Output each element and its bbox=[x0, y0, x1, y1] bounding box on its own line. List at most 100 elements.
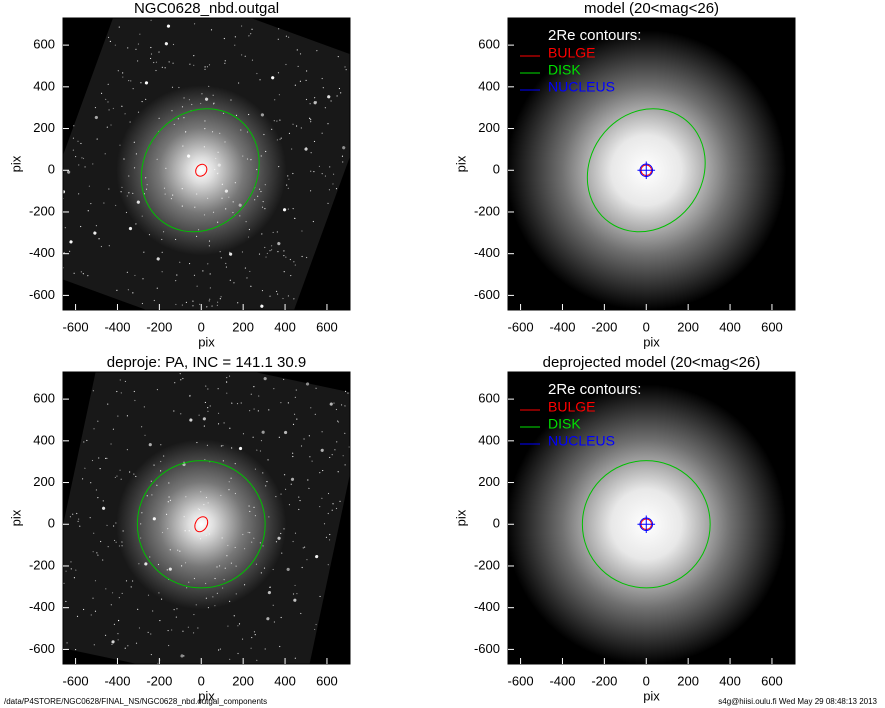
star bbox=[69, 516, 71, 518]
star bbox=[358, 129, 360, 131]
star bbox=[292, 208, 294, 210]
star bbox=[231, 447, 233, 449]
star bbox=[144, 562, 148, 566]
star bbox=[127, 47, 129, 49]
x-tick-label: -400 bbox=[549, 319, 575, 334]
star bbox=[245, 221, 247, 223]
star bbox=[205, 597, 207, 599]
star bbox=[96, 552, 98, 554]
star bbox=[189, 63, 191, 65]
star bbox=[232, 211, 234, 214]
star bbox=[204, 97, 209, 101]
star bbox=[358, 107, 360, 109]
star bbox=[207, 388, 209, 390]
star bbox=[200, 491, 202, 493]
star bbox=[221, 197, 223, 199]
star bbox=[125, 211, 128, 214]
star bbox=[58, 206, 60, 208]
star bbox=[321, 497, 323, 499]
star bbox=[140, 82, 142, 84]
star bbox=[273, 120, 275, 122]
star bbox=[141, 512, 143, 514]
y-axis-label: pix bbox=[453, 155, 468, 172]
star bbox=[106, 457, 108, 459]
star bbox=[209, 298, 211, 300]
star bbox=[198, 509, 201, 511]
star bbox=[310, 407, 312, 409]
star bbox=[214, 168, 216, 171]
star bbox=[271, 245, 273, 247]
y-tick-label: 0 bbox=[493, 516, 500, 531]
star bbox=[254, 199, 256, 201]
y-tick-label: 0 bbox=[48, 516, 55, 531]
star bbox=[243, 548, 246, 550]
star bbox=[267, 459, 269, 461]
star bbox=[119, 469, 121, 471]
star bbox=[82, 157, 85, 160]
star bbox=[277, 536, 281, 540]
star bbox=[293, 413, 296, 415]
star bbox=[314, 97, 316, 99]
star bbox=[180, 379, 182, 381]
star bbox=[225, 262, 227, 265]
star bbox=[229, 427, 231, 429]
star bbox=[277, 241, 281, 246]
star bbox=[248, 228, 251, 231]
star bbox=[80, 225, 82, 228]
star bbox=[332, 183, 334, 185]
star bbox=[84, 166, 86, 168]
star bbox=[290, 477, 295, 481]
star bbox=[185, 131, 187, 133]
star bbox=[271, 679, 272, 680]
star bbox=[308, 435, 310, 437]
star bbox=[116, 475, 118, 477]
star bbox=[263, 377, 267, 381]
star bbox=[222, 460, 224, 462]
star bbox=[292, 452, 294, 454]
star bbox=[254, 515, 257, 517]
star bbox=[183, 655, 185, 657]
star bbox=[65, 600, 67, 603]
star bbox=[104, 634, 107, 636]
star bbox=[75, 155, 77, 158]
star bbox=[73, 125, 75, 127]
star bbox=[229, 279, 231, 281]
star bbox=[256, 168, 258, 171]
star bbox=[284, 474, 286, 476]
star bbox=[224, 189, 229, 193]
star bbox=[179, 261, 181, 263]
star bbox=[250, 667, 251, 668]
star bbox=[306, 256, 308, 259]
star bbox=[244, 55, 246, 57]
star bbox=[265, 150, 267, 153]
star bbox=[338, 87, 341, 90]
star bbox=[310, 119, 312, 121]
star bbox=[240, 316, 242, 318]
star bbox=[109, 40, 111, 43]
star bbox=[309, 103, 311, 105]
star bbox=[235, 593, 237, 595]
star bbox=[107, 546, 109, 548]
star bbox=[212, 94, 214, 96]
star bbox=[156, 158, 158, 160]
x-tick-label: -200 bbox=[591, 673, 617, 688]
star bbox=[82, 608, 85, 611]
star bbox=[214, 605, 216, 607]
star bbox=[162, 231, 165, 233]
star bbox=[298, 508, 300, 511]
star bbox=[251, 59, 254, 61]
star bbox=[303, 438, 305, 440]
star bbox=[86, 439, 88, 442]
x-tick-label: -600 bbox=[508, 319, 534, 334]
star bbox=[309, 117, 311, 119]
star bbox=[161, 238, 163, 241]
legend-label: BULGE bbox=[548, 45, 595, 61]
star bbox=[309, 190, 312, 192]
star bbox=[246, 131, 249, 133]
star bbox=[224, 567, 226, 569]
star bbox=[230, 331, 232, 333]
star bbox=[286, 184, 288, 186]
star bbox=[264, 184, 266, 186]
star bbox=[196, 193, 198, 195]
star bbox=[256, 449, 258, 451]
